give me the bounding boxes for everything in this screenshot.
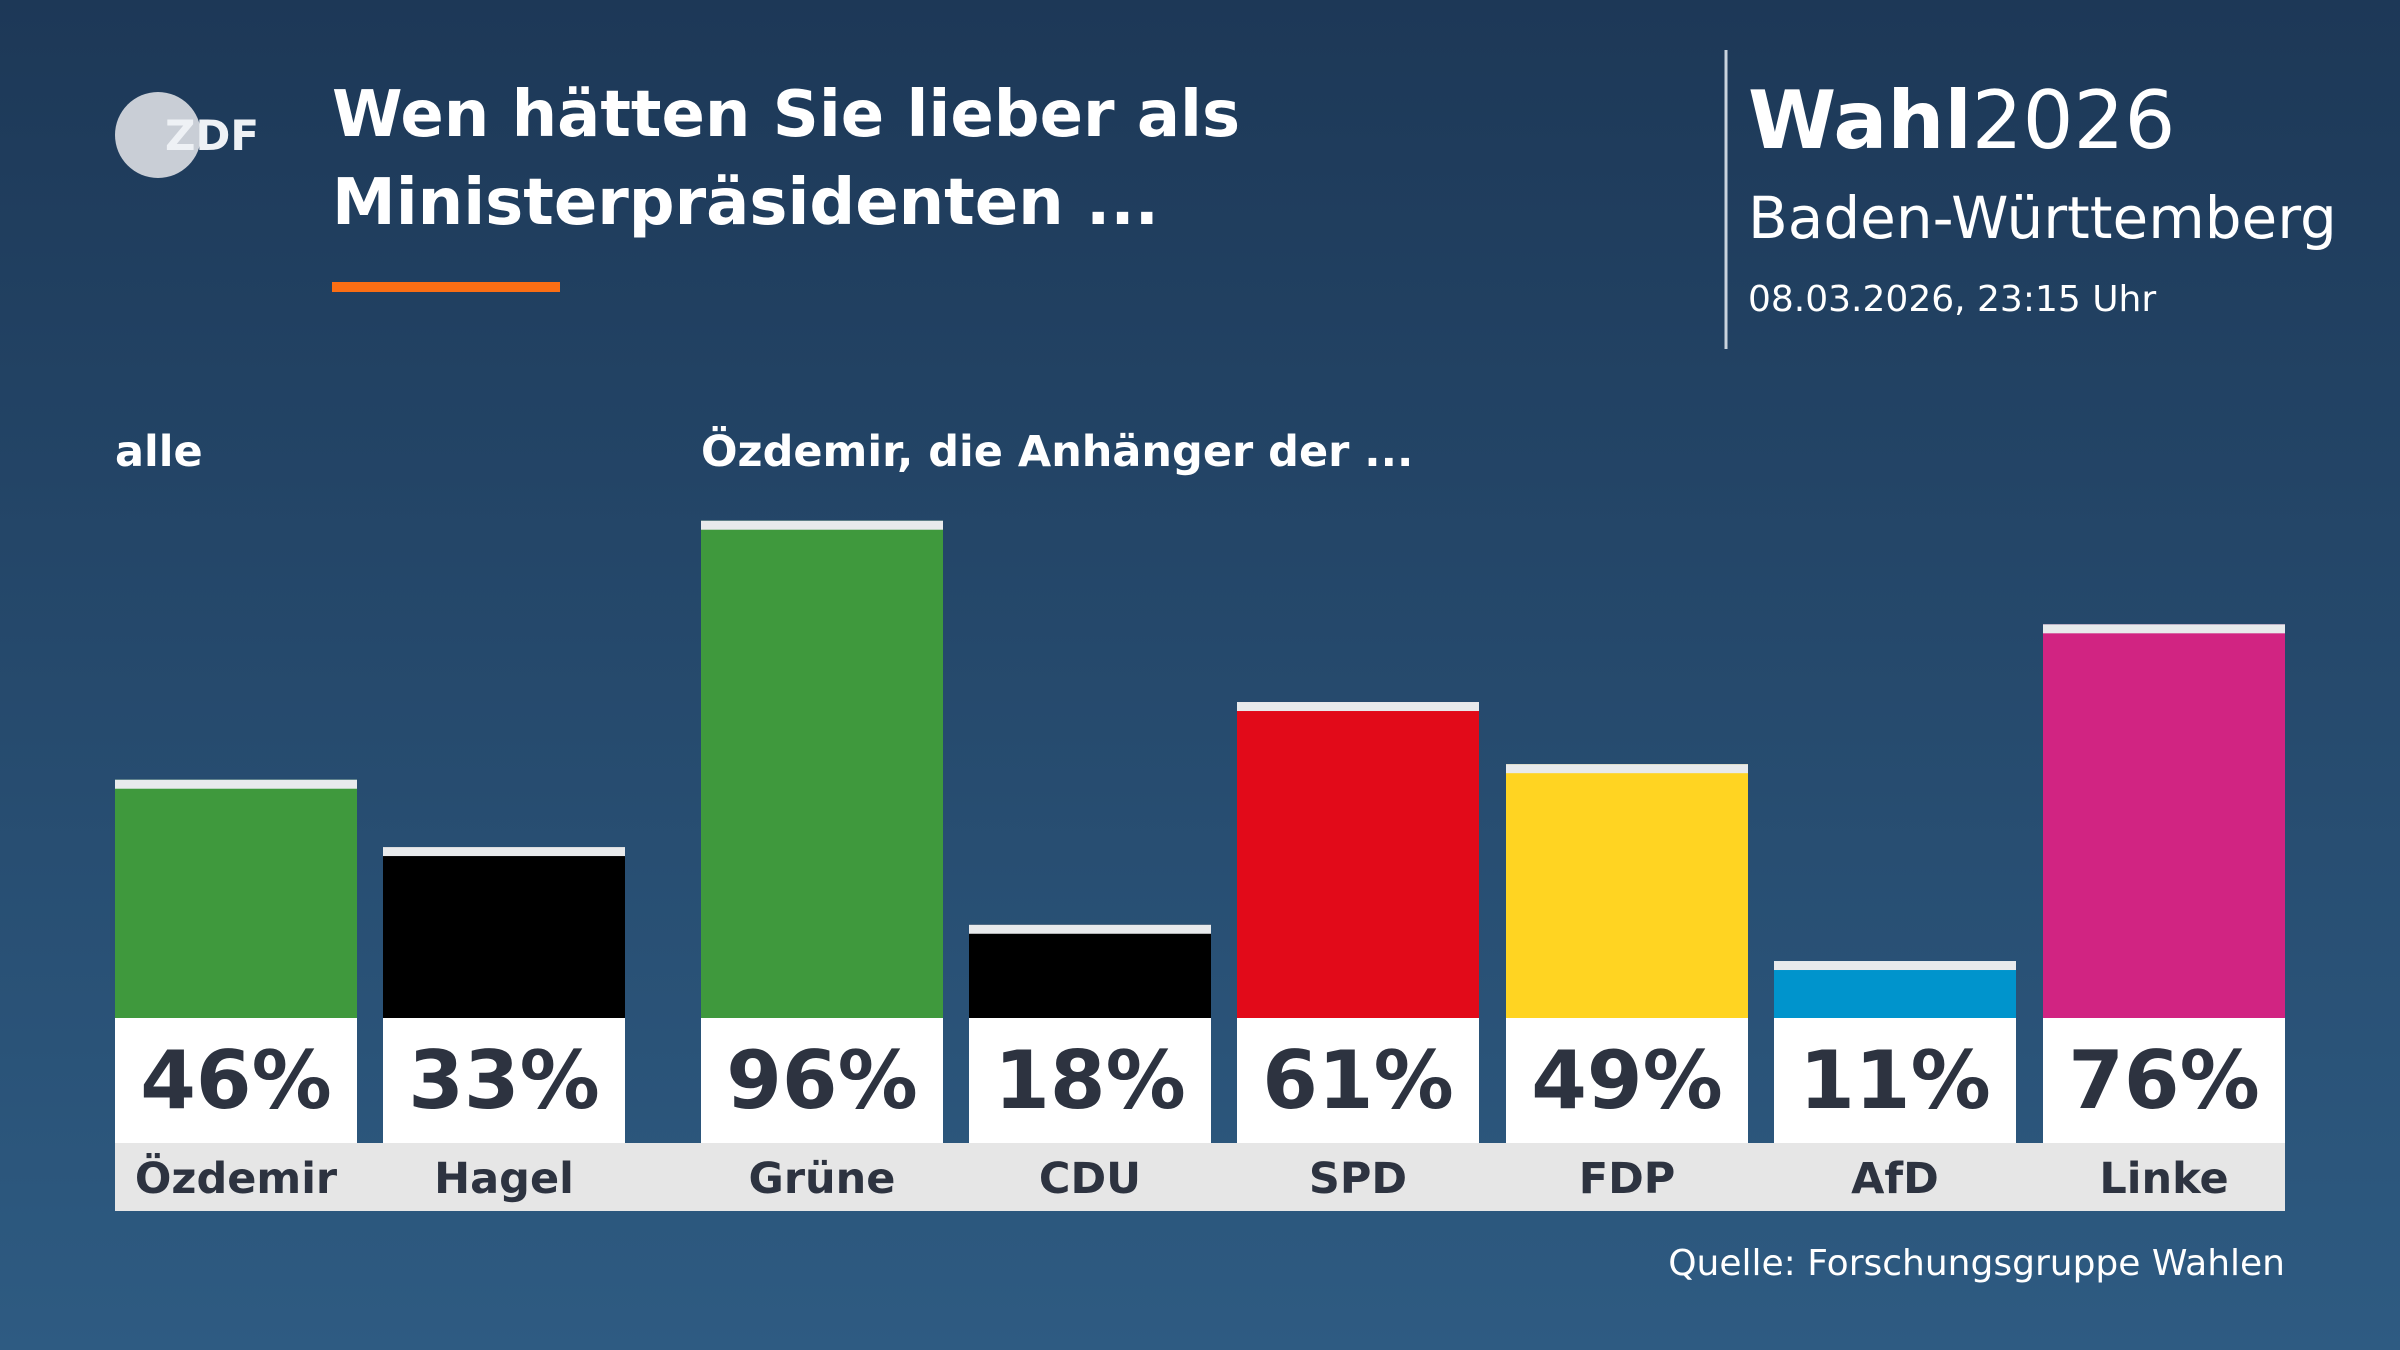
value-box bbox=[1237, 1018, 1479, 1143]
x-tick-label: Grüne bbox=[749, 1154, 896, 1204]
logo: ZDF bbox=[165, 111, 259, 160]
bar-cap bbox=[383, 847, 625, 857]
chart-title: Ministerpräsidenten ... bbox=[332, 166, 1159, 240]
label-strip bbox=[115, 1143, 2285, 1211]
x-tick-label: Linke bbox=[2099, 1154, 2228, 1204]
value-box bbox=[1506, 1018, 1748, 1143]
bar bbox=[1774, 961, 2016, 1018]
brand-bold: Wahl bbox=[1748, 74, 1972, 167]
bar-cap bbox=[969, 924, 1211, 934]
bar-cap bbox=[1237, 702, 1479, 712]
value-label: 96% bbox=[726, 1034, 917, 1127]
value-box bbox=[2043, 1018, 2285, 1143]
timestamp: 08.03.2026, 23:15 Uhr bbox=[1748, 279, 2156, 320]
chart-title: Wen hätten Sie lieber als bbox=[332, 78, 1240, 152]
bar-cap bbox=[115, 779, 357, 789]
x-tick-label: SPD bbox=[1309, 1154, 1407, 1204]
x-tick-label: Özdemir bbox=[135, 1153, 338, 1204]
value-box bbox=[115, 1018, 357, 1143]
value-label: 49% bbox=[1531, 1034, 1722, 1127]
bar bbox=[969, 924, 1211, 1018]
brand-light: 2026 bbox=[1972, 74, 2176, 167]
bar-cap bbox=[1774, 961, 2016, 971]
value-label: 11% bbox=[1799, 1034, 1990, 1127]
bar bbox=[115, 779, 357, 1018]
x-tick-label: Hagel bbox=[434, 1154, 574, 1204]
source: Quelle: Forschungsgruppe Wahlen bbox=[1668, 1243, 2285, 1284]
x-tick-label: FDP bbox=[1579, 1154, 1676, 1204]
value-box bbox=[1774, 1018, 2016, 1143]
bar-cap bbox=[2043, 624, 2285, 634]
logo-circle bbox=[115, 92, 201, 178]
bar bbox=[701, 520, 943, 1018]
bar-cap bbox=[701, 520, 943, 530]
bar bbox=[383, 847, 625, 1018]
bar bbox=[1506, 764, 1748, 1018]
group-label: Özdemir, die Anhänger der ... bbox=[701, 426, 1413, 477]
value-label: 18% bbox=[994, 1034, 1185, 1127]
accent-line bbox=[332, 282, 560, 292]
x-tick-label: CDU bbox=[1039, 1154, 1141, 1204]
value-label: 33% bbox=[408, 1034, 599, 1127]
bar bbox=[1237, 702, 1479, 1018]
value-box bbox=[969, 1018, 1211, 1143]
value-box bbox=[701, 1018, 943, 1143]
value-label: 46% bbox=[140, 1034, 331, 1127]
bar bbox=[2043, 624, 2285, 1018]
bar-cap bbox=[1506, 764, 1748, 774]
x-tick-label: AfD bbox=[1851, 1154, 1939, 1204]
group-label: alle bbox=[115, 427, 203, 477]
brand: Wahl2026 bbox=[1748, 74, 2175, 167]
value-label: 76% bbox=[2068, 1034, 2259, 1127]
value-box bbox=[383, 1018, 625, 1143]
value-label: 61% bbox=[1262, 1034, 1453, 1127]
region: Baden-Württemberg bbox=[1748, 184, 2337, 252]
